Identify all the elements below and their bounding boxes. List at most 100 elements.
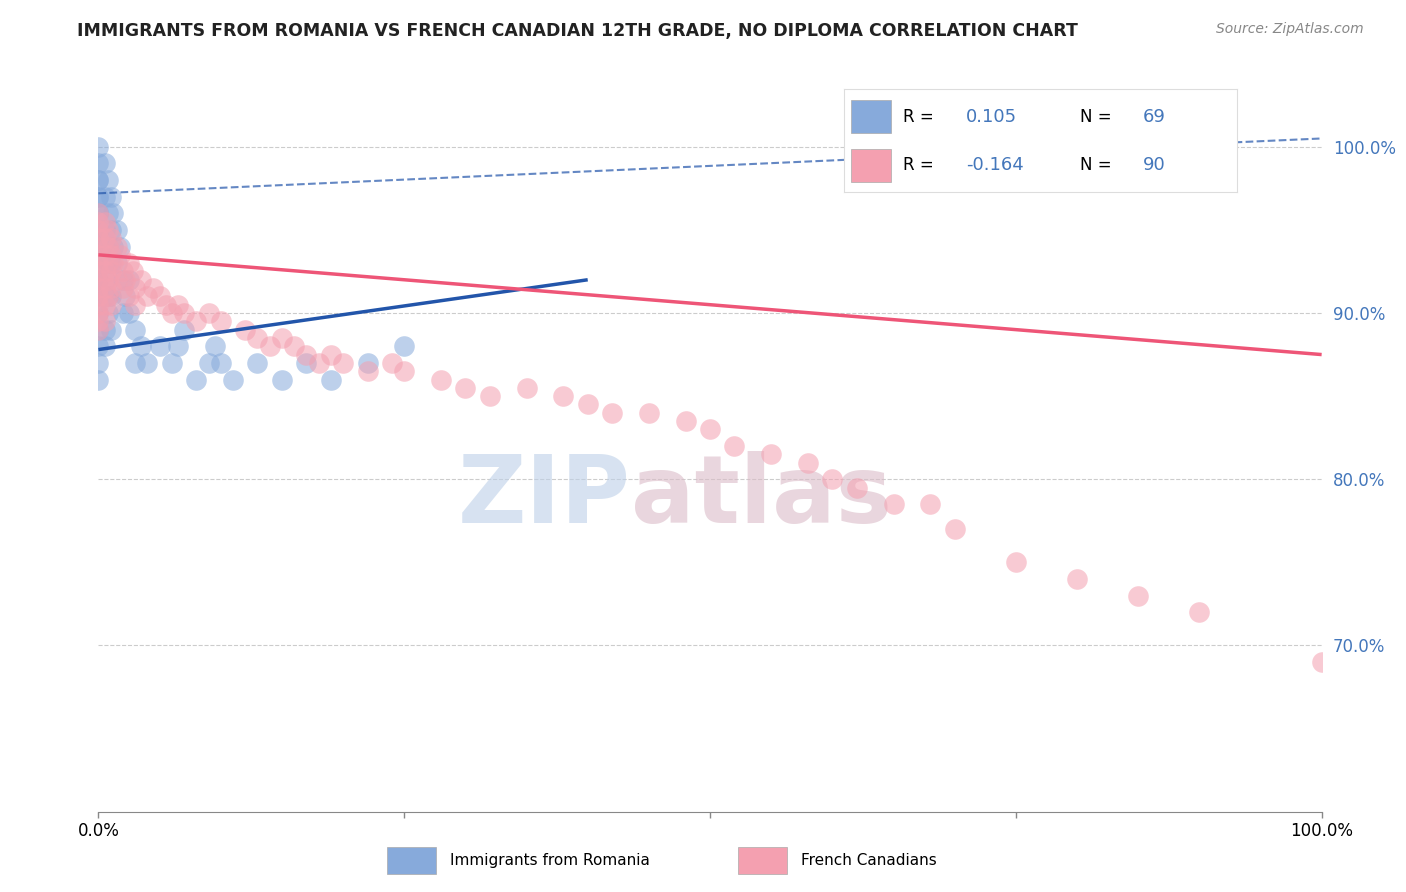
Point [160, 356, 183, 370]
Point [204, 339, 226, 353]
Point [87, 256, 110, 270]
Point [160, 306, 183, 320]
Point [101, 239, 124, 253]
Point [430, 372, 453, 386]
Point [920, 497, 942, 511]
Point [93, 156, 115, 170]
Point [246, 356, 269, 370]
Point [1188, 605, 1211, 619]
Point [222, 372, 245, 386]
Point [100, 323, 122, 337]
Point [129, 273, 152, 287]
Point [93, 323, 115, 337]
Text: French Canadians: French Canadians [801, 854, 938, 868]
Text: Source: ZipAtlas.com: Source: ZipAtlas.com [1216, 22, 1364, 37]
Point [87, 339, 110, 353]
Point [142, 281, 165, 295]
Point [308, 356, 330, 370]
Point [332, 356, 354, 370]
Text: IMMIGRANTS FROM ROMANIA VS FRENCH CANADIAN 12TH GRADE, NO DIPLOMA CORRELATION CH: IMMIGRANTS FROM ROMANIA VS FRENCH CANADI… [77, 22, 1078, 40]
Point [114, 273, 136, 287]
Point [97, 256, 120, 270]
Point [97, 239, 120, 253]
Point [97, 289, 120, 303]
Text: R =: R = [903, 108, 939, 126]
Point [87, 239, 110, 253]
Point [114, 289, 136, 303]
Text: N =: N = [1080, 156, 1116, 174]
Point [270, 372, 294, 386]
Point [209, 356, 232, 370]
Point [105, 239, 128, 253]
Point [121, 264, 143, 278]
Point [87, 372, 110, 386]
Point [87, 231, 110, 245]
Point [943, 522, 966, 536]
Point [97, 173, 120, 187]
Point [97, 306, 120, 320]
Point [87, 206, 110, 220]
Bar [852, 101, 891, 133]
Point [101, 256, 124, 270]
Point [553, 389, 575, 403]
Point [93, 214, 115, 228]
Point [246, 331, 269, 345]
Point [110, 248, 132, 262]
Point [87, 189, 110, 203]
Point [101, 206, 124, 220]
Point [93, 231, 115, 245]
Point [167, 298, 190, 312]
Point [118, 289, 141, 303]
Point [100, 264, 122, 278]
Point [118, 256, 141, 270]
Point [87, 223, 110, 237]
Text: R =: R = [903, 156, 939, 174]
Point [93, 289, 115, 303]
Text: 0.105: 0.105 [966, 108, 1017, 126]
Point [87, 173, 110, 187]
Point [93, 248, 115, 262]
Point [699, 422, 721, 436]
Point [87, 306, 110, 320]
Point [197, 356, 219, 370]
Text: ZIP: ZIP [457, 451, 630, 543]
Point [295, 348, 318, 362]
Point [845, 481, 868, 495]
Point [821, 472, 844, 486]
Point [675, 414, 697, 428]
Point [797, 456, 820, 470]
Point [576, 397, 599, 411]
Point [87, 206, 110, 220]
Text: 69: 69 [1143, 108, 1166, 126]
Point [111, 306, 134, 320]
Point [118, 306, 141, 320]
Point [87, 239, 110, 253]
Point [259, 339, 281, 353]
Point [105, 273, 128, 287]
Point [87, 189, 110, 203]
Point [100, 189, 122, 203]
Point [87, 306, 110, 320]
Point [392, 364, 416, 378]
Point [100, 256, 122, 270]
Point [129, 339, 152, 353]
Point [638, 406, 661, 420]
Point [723, 439, 745, 453]
Point [87, 173, 110, 187]
Point [173, 306, 195, 320]
Point [93, 264, 115, 278]
Point [87, 248, 110, 262]
Point [1310, 655, 1333, 669]
Point [1128, 589, 1150, 603]
Bar [738, 847, 787, 874]
Point [100, 248, 122, 262]
Point [478, 389, 501, 403]
Point [149, 339, 172, 353]
Point [87, 289, 110, 303]
Point [124, 298, 146, 312]
Point [111, 273, 134, 287]
Point [87, 323, 110, 337]
Point [93, 314, 115, 328]
Point [87, 256, 110, 270]
Point [124, 323, 146, 337]
